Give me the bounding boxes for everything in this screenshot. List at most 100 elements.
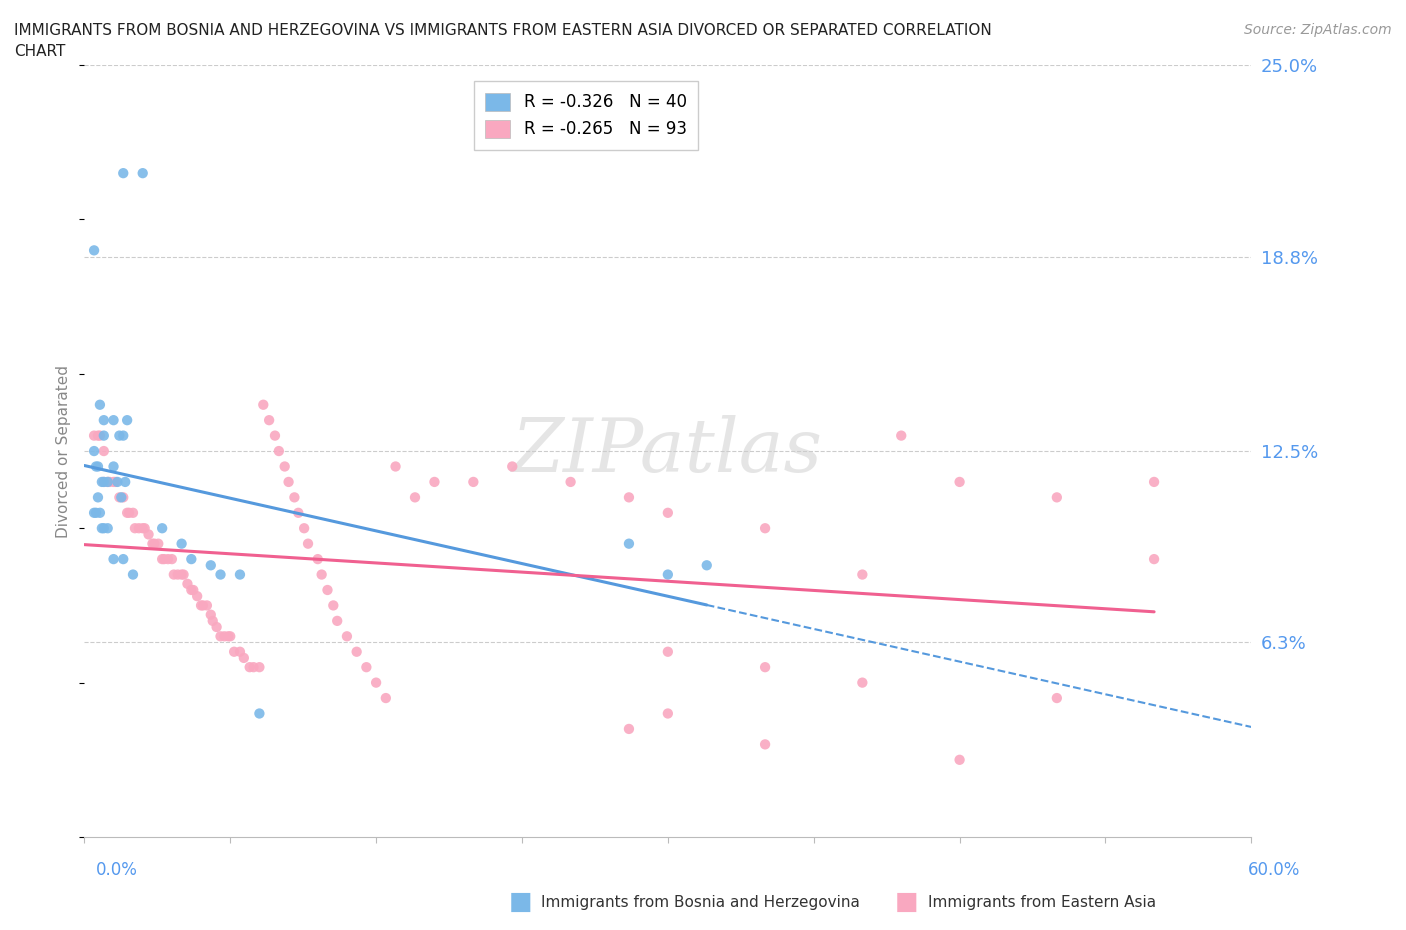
Point bbox=[132, 521, 155, 536]
Point bbox=[283, 490, 305, 505]
Point bbox=[754, 737, 776, 751]
Point bbox=[97, 474, 120, 489]
Point bbox=[257, 413, 280, 428]
Point bbox=[311, 567, 333, 582]
Point bbox=[87, 428, 110, 443]
Point bbox=[657, 706, 679, 721]
Point bbox=[287, 505, 309, 520]
Point bbox=[273, 459, 295, 474]
Point bbox=[336, 629, 359, 644]
Point bbox=[103, 459, 125, 474]
Point bbox=[160, 551, 183, 566]
Point bbox=[242, 659, 264, 674]
Point bbox=[122, 567, 145, 582]
Point bbox=[1143, 474, 1166, 489]
Point bbox=[143, 537, 166, 551]
Point bbox=[84, 459, 107, 474]
Text: ZIPatlas: ZIPatlas bbox=[512, 415, 824, 487]
Point bbox=[134, 521, 156, 536]
Point bbox=[176, 577, 198, 591]
Point bbox=[186, 589, 208, 604]
Text: Source: ZipAtlas.com: Source: ZipAtlas.com bbox=[1244, 23, 1392, 37]
Point bbox=[138, 527, 160, 542]
Point bbox=[200, 558, 222, 573]
Point bbox=[141, 537, 163, 551]
Point bbox=[384, 459, 406, 474]
Point bbox=[83, 428, 105, 443]
Point bbox=[170, 567, 193, 582]
Point bbox=[103, 413, 125, 428]
Point bbox=[89, 505, 111, 520]
Point bbox=[501, 459, 523, 474]
Point bbox=[83, 505, 105, 520]
Text: CHART: CHART bbox=[14, 44, 66, 59]
Point bbox=[170, 537, 193, 551]
Point bbox=[115, 413, 138, 428]
Point bbox=[239, 659, 262, 674]
Point bbox=[112, 551, 135, 566]
Point bbox=[150, 551, 173, 566]
Point bbox=[93, 521, 115, 536]
Text: ■: ■ bbox=[509, 890, 531, 914]
Point bbox=[103, 551, 125, 566]
Point bbox=[97, 521, 120, 536]
Point bbox=[404, 490, 426, 505]
Point bbox=[181, 582, 204, 597]
Point bbox=[657, 505, 679, 520]
Point bbox=[326, 614, 349, 629]
Point bbox=[173, 567, 195, 582]
Point bbox=[104, 474, 127, 489]
Point bbox=[292, 521, 315, 536]
Point bbox=[89, 397, 111, 412]
Point bbox=[209, 567, 232, 582]
Point bbox=[851, 567, 873, 582]
Point bbox=[84, 505, 107, 520]
Text: 0.0%: 0.0% bbox=[96, 860, 138, 879]
Point bbox=[249, 706, 271, 721]
Point bbox=[93, 428, 115, 443]
Point bbox=[93, 413, 115, 428]
Point bbox=[87, 490, 110, 505]
Point bbox=[949, 752, 972, 767]
Point bbox=[103, 474, 125, 489]
Point bbox=[754, 521, 776, 536]
Point bbox=[217, 629, 239, 644]
Point bbox=[890, 428, 912, 443]
Point bbox=[166, 567, 188, 582]
Point bbox=[346, 644, 368, 659]
Point bbox=[83, 444, 105, 458]
Point bbox=[132, 166, 155, 180]
Point bbox=[252, 397, 274, 412]
Text: ■: ■ bbox=[896, 890, 918, 914]
Point bbox=[93, 474, 115, 489]
Point bbox=[205, 619, 228, 634]
Point bbox=[229, 567, 252, 582]
Point bbox=[1046, 691, 1069, 706]
Point bbox=[356, 659, 378, 674]
Point bbox=[264, 428, 287, 443]
Point bbox=[657, 567, 679, 582]
Point bbox=[128, 521, 150, 536]
Point bbox=[617, 537, 640, 551]
Point bbox=[195, 598, 218, 613]
Text: Immigrants from Bosnia and Herzegovina: Immigrants from Bosnia and Herzegovina bbox=[541, 895, 860, 910]
Point bbox=[180, 582, 202, 597]
Point bbox=[148, 537, 170, 551]
Point bbox=[209, 629, 232, 644]
Point bbox=[322, 598, 344, 613]
Point bbox=[98, 474, 121, 489]
Point bbox=[108, 490, 131, 505]
Point bbox=[122, 505, 145, 520]
Point bbox=[851, 675, 873, 690]
Point bbox=[112, 428, 135, 443]
Point bbox=[696, 558, 718, 573]
Point bbox=[949, 474, 972, 489]
Point bbox=[163, 567, 186, 582]
Point bbox=[200, 607, 222, 622]
Point bbox=[1046, 490, 1069, 505]
Point bbox=[374, 691, 396, 706]
Point bbox=[180, 551, 202, 566]
Point bbox=[97, 474, 120, 489]
Point bbox=[277, 474, 299, 489]
Point bbox=[617, 722, 640, 737]
